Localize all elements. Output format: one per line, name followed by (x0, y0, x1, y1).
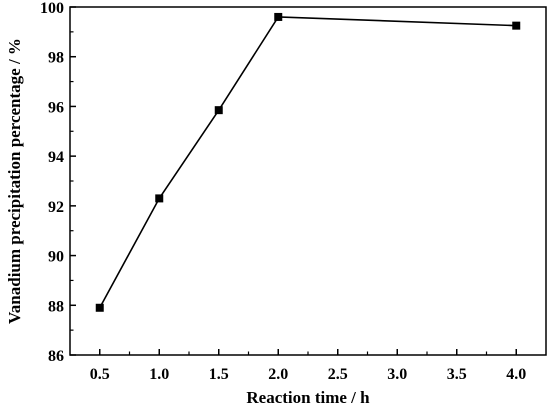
x-tick-label: 2.5 (328, 366, 348, 383)
y-tick-label: 92 (48, 199, 64, 216)
y-axis-ticks: 86 88 90 92 94 96 98 100 (40, 0, 76, 365)
x-tick-label: 3.0 (387, 366, 407, 383)
x-tick-label: 1.5 (209, 366, 229, 383)
x-tick-label: 3.5 (447, 366, 467, 383)
y-tick-label: 98 (48, 50, 64, 67)
x-axis-ticks: 0.5 1.0 1.5 2.0 2.5 3.0 3.5 4.0 (90, 349, 526, 383)
y-tick-label: 96 (48, 99, 64, 116)
y-tick-label: 88 (48, 298, 64, 315)
data-point-marker (512, 21, 521, 30)
data-point-marker (155, 194, 164, 203)
y-tick-label: 94 (48, 149, 64, 166)
y-tick-label: 100 (40, 0, 64, 17)
series-line (99, 16, 517, 309)
x-tick-label: 1.0 (149, 366, 169, 383)
data-point-marker (274, 12, 283, 21)
x-axis-label: Reaction time / h (246, 388, 370, 407)
plot-frame (69, 6, 547, 356)
y-axis-label: Vanadium precipitation percentage / % (5, 38, 24, 324)
x-tick-label: 4.0 (506, 366, 526, 383)
x-tick-label: 2.0 (268, 366, 288, 383)
x-tick-label: 0.5 (90, 366, 110, 383)
y-tick-label: 86 (48, 348, 64, 365)
series-layer (95, 12, 521, 312)
y-tick-label: 90 (48, 249, 64, 266)
data-point-marker (95, 303, 104, 312)
data-point-marker (214, 106, 223, 115)
